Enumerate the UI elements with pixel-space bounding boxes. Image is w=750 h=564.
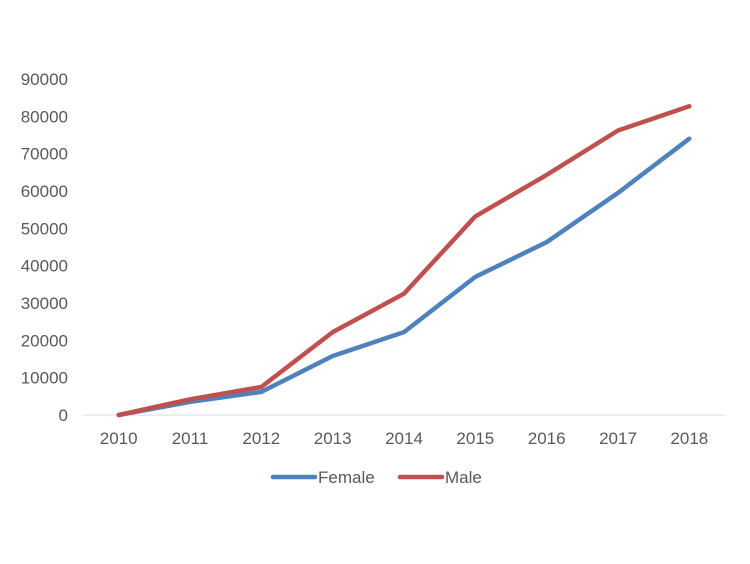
y-tick-label: 80000 — [21, 107, 68, 126]
y-tick-label: 30000 — [21, 294, 68, 313]
y-tick-label: 10000 — [21, 369, 68, 388]
x-tick-label: 2012 — [242, 429, 280, 448]
y-tick-label: 0 — [59, 406, 68, 425]
x-tick-label: 2013 — [314, 429, 352, 448]
y-tick-label: 60000 — [21, 182, 68, 201]
legend-label: Male — [445, 468, 482, 487]
x-tick-label: 2014 — [385, 429, 423, 448]
y-tick-label: 40000 — [21, 257, 68, 276]
legend-item-female: Female — [270, 468, 375, 487]
legend: Female Male — [270, 468, 482, 487]
series-lines — [116, 104, 692, 418]
legend-item-male: Male — [397, 468, 482, 487]
legend-label: Female — [318, 468, 375, 487]
series-line-female — [116, 136, 692, 418]
x-tick-label: 2015 — [456, 429, 494, 448]
x-tick-label: 2017 — [599, 429, 637, 448]
y-tick-label: 50000 — [21, 219, 68, 238]
x-tick-label: 2010 — [100, 429, 138, 448]
y-tick-label: 70000 — [21, 145, 68, 164]
axes: 0 10000 20000 30000 40000 50000 60000 70000 8000… — [21, 70, 725, 448]
y-tick-label: 20000 — [21, 331, 68, 350]
x-tick-label: 2011 — [172, 429, 209, 448]
x-tick-label: 2018 — [670, 429, 708, 448]
y-tick-label: 90000 — [21, 70, 68, 89]
x-tick-label: 2016 — [528, 429, 566, 448]
series-line-male — [116, 104, 692, 418]
